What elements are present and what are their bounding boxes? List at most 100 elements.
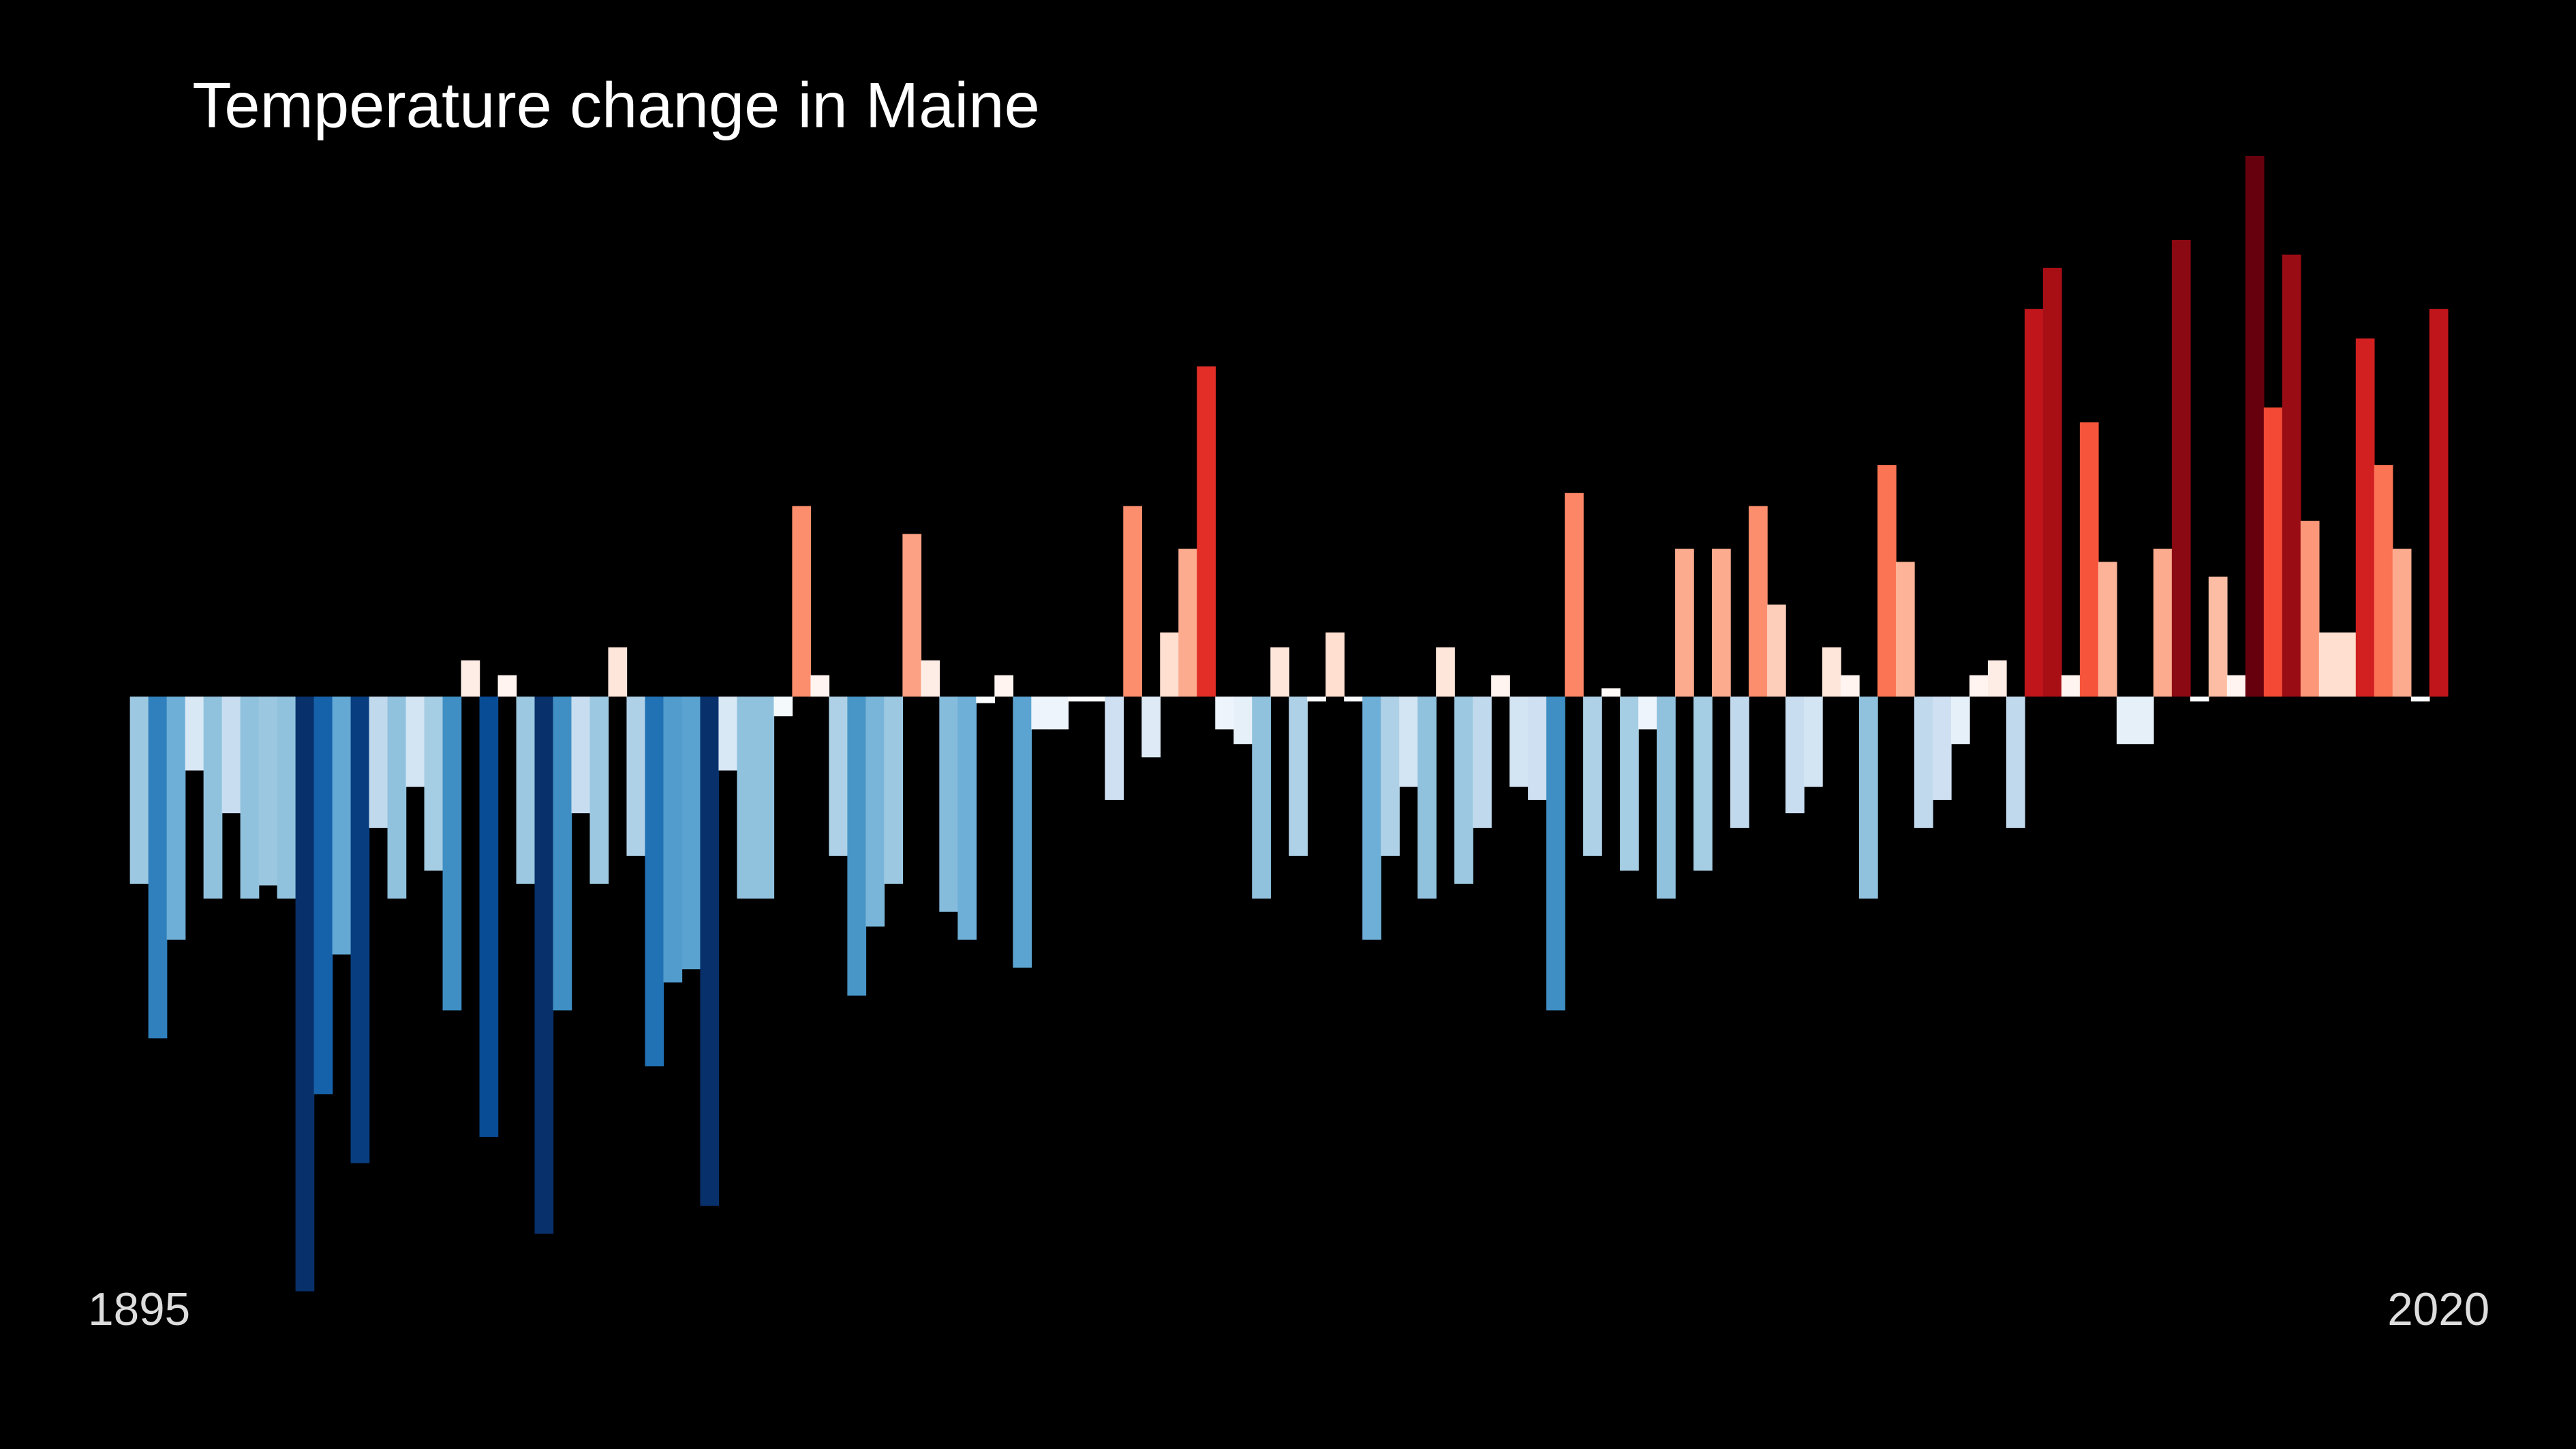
bar: [148, 697, 168, 1039]
bar: [1509, 697, 1529, 787]
bar: [1215, 697, 1234, 730]
bar: [1767, 605, 1786, 697]
bar: [2245, 155, 2265, 697]
bar: [976, 697, 996, 703]
bar: [2410, 697, 2430, 702]
bar: [350, 697, 370, 1163]
bar: [2079, 422, 2099, 697]
bar: [1987, 660, 2007, 697]
bar: [1693, 697, 1713, 871]
bar: [185, 697, 204, 771]
bar: [865, 697, 885, 927]
bar: [1804, 697, 1823, 787]
bar: [369, 697, 388, 828]
bar: [957, 697, 977, 940]
bar: [2116, 697, 2136, 744]
bar: [1638, 697, 1657, 730]
bar: [534, 697, 554, 1234]
bar: [737, 697, 756, 899]
bar: [387, 697, 407, 899]
bar: [2392, 549, 2412, 697]
bar: [1417, 697, 1437, 899]
x-tick-label: 2020: [2387, 1284, 2489, 1335]
bar: [1086, 697, 1105, 702]
bar: [2282, 254, 2301, 697]
bar: [921, 660, 940, 697]
bar: [1362, 697, 1381, 940]
bar: [810, 675, 830, 697]
bar: [2153, 549, 2173, 697]
bar: [1252, 697, 1271, 899]
bar: [1436, 647, 1455, 697]
bar: [1381, 697, 1400, 856]
bar: [2263, 407, 2283, 697]
bar: [2190, 697, 2209, 702]
bar: [1675, 549, 1694, 697]
bar: [1270, 647, 1289, 697]
bar: [773, 697, 793, 716]
bar: [1822, 647, 1841, 697]
bar: [1013, 697, 1032, 968]
bar: [1105, 697, 1124, 800]
bar: [2134, 697, 2154, 744]
bar: [479, 697, 499, 1138]
bar: [2374, 465, 2393, 697]
bar: [571, 697, 591, 814]
bar: [240, 697, 260, 899]
bar: [1546, 697, 1565, 1011]
bar: [1914, 697, 1933, 828]
bar: [1491, 675, 1510, 697]
bar: [1565, 493, 1584, 697]
bar: [884, 697, 904, 884]
bar: [129, 697, 149, 884]
bar: [277, 697, 296, 899]
bar: [1620, 697, 1639, 871]
bar: [1785, 697, 1805, 814]
bar: [2429, 309, 2449, 697]
bar: [645, 697, 664, 1067]
bar: [203, 697, 223, 899]
bar: [2171, 239, 2191, 697]
bar: [1473, 697, 1492, 828]
bar: [2024, 309, 2044, 697]
bar: [847, 697, 867, 996]
bar: [1049, 697, 1069, 730]
bar: [1160, 632, 1179, 697]
bar: [405, 697, 425, 787]
bar: [497, 675, 517, 697]
bar: [608, 647, 628, 697]
bar: [2098, 562, 2117, 697]
bar: [1969, 675, 1989, 697]
chart-title: Temperature change in Maine: [192, 69, 1040, 140]
bar: [332, 697, 352, 955]
bar: [1123, 506, 1142, 697]
bar: [829, 697, 848, 856]
bar: [461, 660, 480, 697]
bar: [994, 675, 1014, 697]
bar: [442, 697, 462, 1011]
bar: [2355, 338, 2375, 697]
bar: [2006, 697, 2025, 828]
bar: [755, 697, 775, 899]
bar: [258, 697, 278, 886]
bar: [2208, 577, 2228, 697]
bar: [1307, 697, 1326, 702]
bar: [700, 697, 720, 1206]
bar: [1197, 366, 1216, 697]
bar: [1932, 697, 1952, 800]
bar: [1068, 697, 1088, 702]
bar: [2318, 632, 2338, 697]
bar: [718, 697, 738, 771]
bar: [1399, 697, 1418, 787]
bar: [2337, 632, 2357, 697]
bar: [166, 697, 186, 940]
bar: [1344, 697, 1363, 702]
bar: [2226, 675, 2246, 697]
bar: [1325, 632, 1345, 697]
bar: [1950, 697, 1970, 744]
bar: [1528, 697, 1547, 800]
bar: [1454, 697, 1473, 884]
bar: [626, 697, 646, 856]
bar: [792, 506, 812, 697]
bar: [1601, 688, 1621, 697]
